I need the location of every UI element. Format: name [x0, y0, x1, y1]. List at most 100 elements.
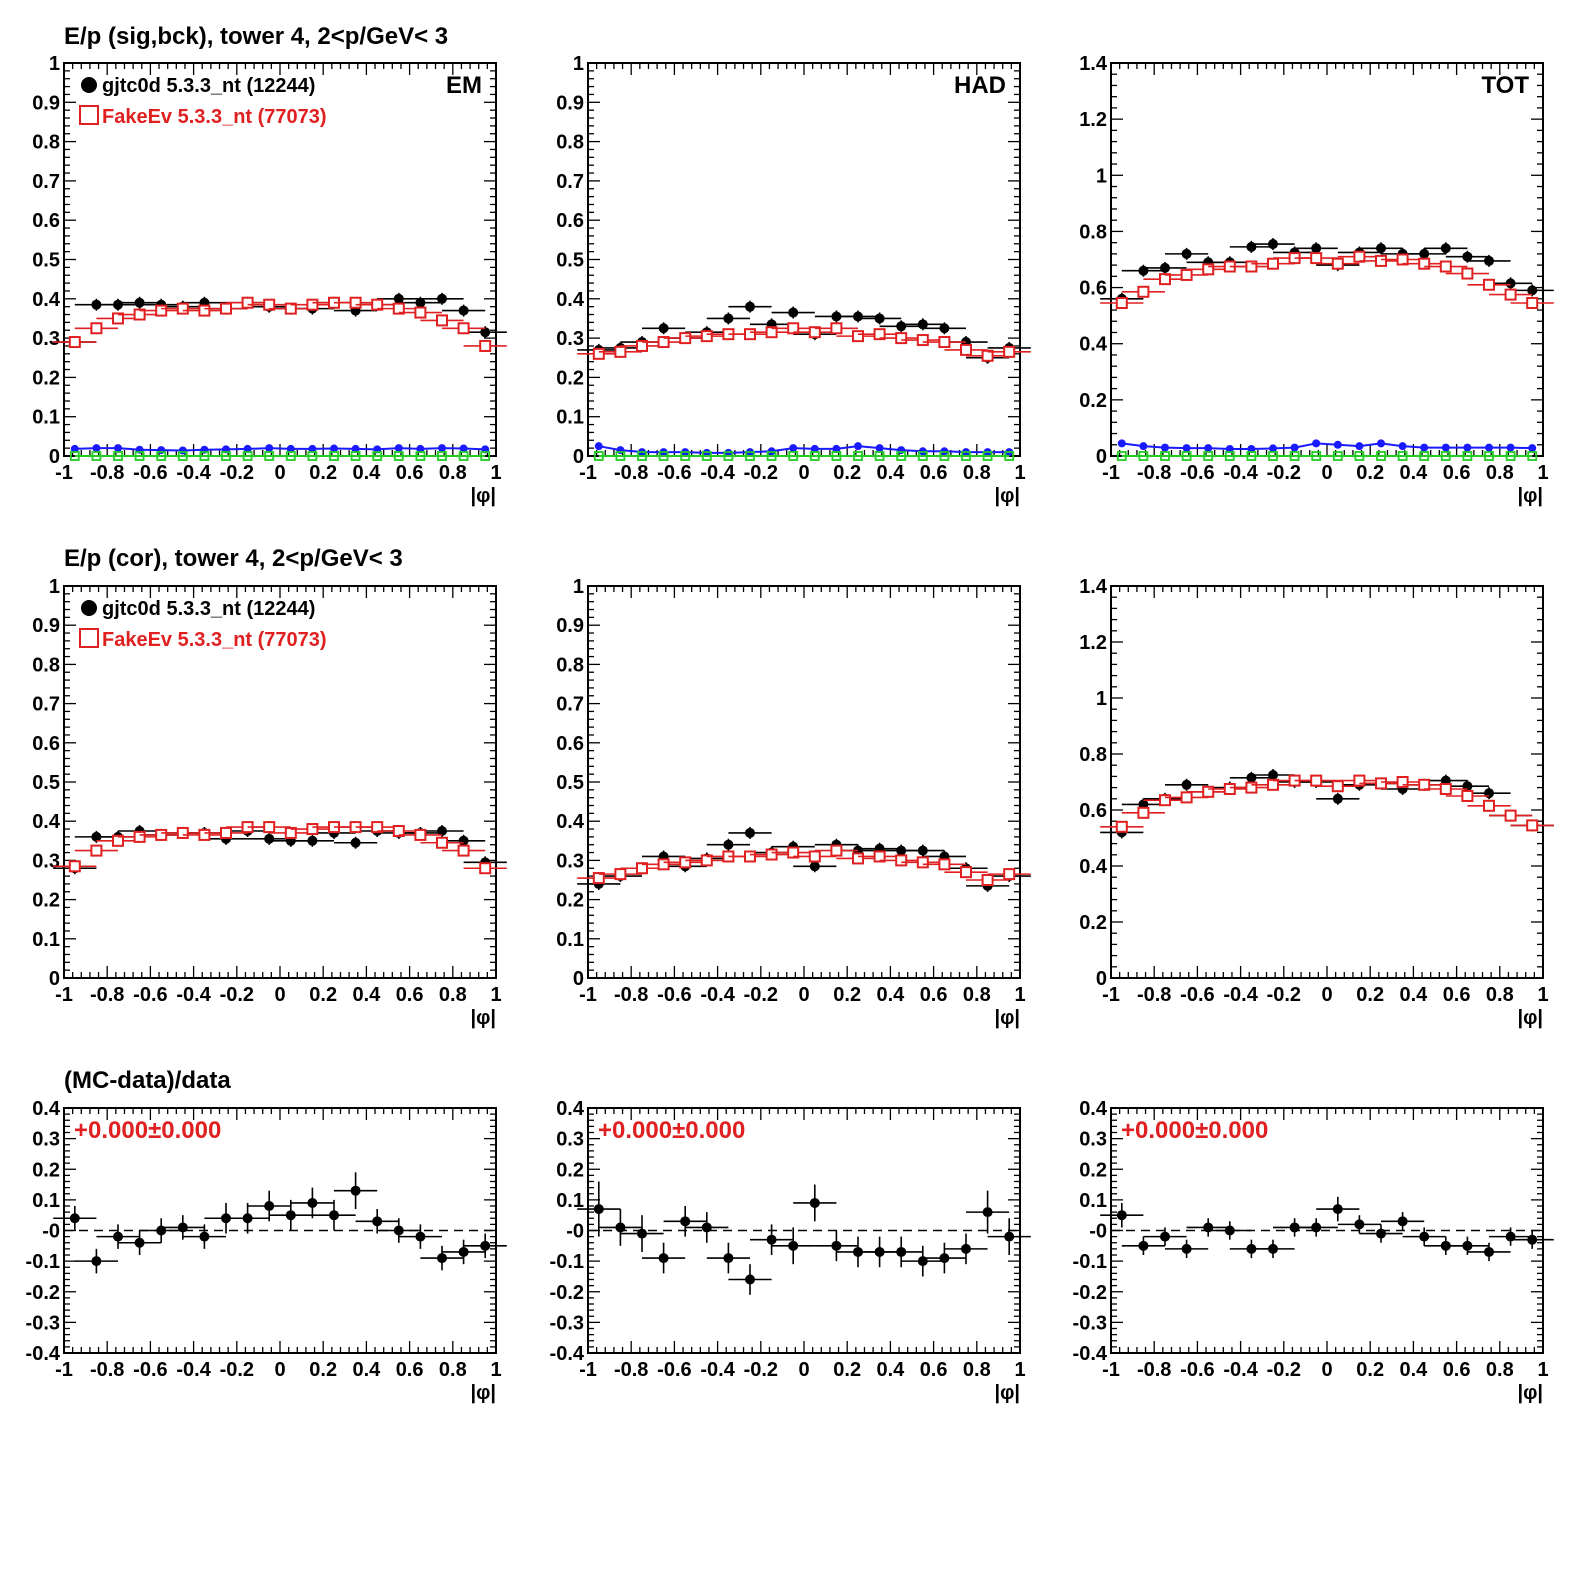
data-point	[437, 826, 447, 836]
panel-corner-label: HAD	[954, 72, 1006, 99]
data-point	[1181, 1243, 1192, 1254]
x-tick-label: -0.2	[744, 984, 778, 1006]
data-point	[330, 444, 338, 453]
y-tick-label: 0.6	[1079, 278, 1107, 300]
x-tick-label: 0.6	[920, 462, 948, 484]
data-point	[350, 837, 361, 848]
data-point	[1181, 248, 1192, 259]
data-point	[700, 330, 713, 343]
y-tick-label: -0.3	[26, 1312, 60, 1334]
data-point	[157, 446, 166, 455]
data-point	[830, 322, 843, 335]
x-tick-label: 0.6	[1443, 462, 1471, 484]
x-tick-label: 0.4	[876, 462, 905, 484]
data-point	[1377, 439, 1385, 448]
data-point	[1484, 255, 1494, 266]
data-point	[1504, 809, 1517, 822]
y-tick-label: 0	[49, 968, 60, 990]
row-title-sig-bck: E/p (sig,bck), tower 4, 2<p/GeV< 3	[64, 23, 448, 50]
data-point	[1526, 819, 1539, 832]
data-point	[1268, 239, 1278, 250]
data-point	[960, 866, 972, 879]
y-tick-label: 0.6	[32, 210, 60, 232]
x-tick-label: -0.4	[1223, 1359, 1258, 1381]
x-tick-label: 0.4	[1399, 462, 1428, 484]
data-point	[308, 444, 317, 453]
y-tick-label: 0.3	[1079, 1129, 1107, 1151]
data-point	[393, 293, 404, 304]
data-point	[438, 444, 446, 453]
y-tick-label: 0.4	[556, 289, 585, 311]
data-point	[306, 823, 319, 836]
x-tick-label: -0.6	[657, 1359, 691, 1381]
x-tick-label: -0.8	[614, 462, 648, 484]
data-point	[680, 451, 691, 461]
data-point	[1312, 439, 1321, 448]
data-point	[1375, 777, 1387, 790]
x-tick-label: -0.8	[90, 1359, 124, 1381]
y-tick-label: 0.9	[32, 92, 60, 114]
series-bck_mc	[1116, 451, 1538, 461]
x-axis-label: |φ|	[471, 485, 497, 507]
data-point	[241, 296, 254, 309]
data-point	[134, 297, 145, 308]
x-tick-label: 0	[274, 1359, 285, 1381]
data-point	[658, 1253, 669, 1264]
data-point	[938, 858, 951, 871]
data-point	[1003, 345, 1016, 358]
x-tick-label: -0.6	[1180, 462, 1214, 484]
data-point	[614, 345, 627, 358]
data-point	[1439, 783, 1452, 795]
data-point	[701, 451, 712, 461]
data-point	[896, 1246, 907, 1257]
data-point	[436, 836, 448, 849]
data-point	[286, 444, 295, 453]
data-point	[458, 451, 469, 461]
data-point	[264, 833, 275, 844]
y-tick-label: 0.8	[1079, 744, 1107, 766]
data-point	[459, 444, 468, 453]
x-tick-label: -1	[55, 984, 73, 1006]
data-point	[896, 451, 907, 461]
x-tick-label: 0.2	[1356, 462, 1384, 484]
data-point	[1137, 806, 1150, 819]
y-tick-label: 0.8	[32, 132, 60, 154]
data-point	[285, 451, 296, 461]
data-point	[1268, 770, 1278, 780]
data-point	[788, 1240, 799, 1251]
data-point	[263, 298, 276, 311]
data-point	[1376, 243, 1386, 254]
data-point	[414, 828, 427, 841]
y-tick-label: -0	[1089, 1221, 1107, 1243]
x-tick-label: -0.6	[133, 984, 167, 1006]
x-axis-label: |φ|	[1518, 485, 1544, 507]
data-point	[1180, 268, 1193, 281]
data-point	[329, 1210, 339, 1221]
data-point	[1332, 1204, 1343, 1215]
data-point	[615, 1222, 626, 1233]
data-point	[1461, 790, 1474, 802]
data-point	[437, 293, 447, 304]
x-tick-label: -1	[579, 1359, 597, 1381]
x-tick-label: 0.6	[920, 984, 948, 1006]
x-tick-label: 0.4	[352, 462, 381, 484]
data-point	[939, 1253, 950, 1264]
data-point	[658, 323, 669, 334]
chart-panel-0: -1 -0.8 -0.6 -0.4 -0.2 0 0.2 0.4 0.6 0.8 1|φ|00.10…	[32, 53, 507, 507]
data-point	[1246, 451, 1257, 461]
x-tick-label: 0.8	[439, 1359, 467, 1381]
y-tick-label: 0.1	[556, 407, 584, 429]
series-mc	[53, 821, 507, 875]
y-tick-label: 1.4	[1079, 53, 1108, 75]
x-tick-label: 0.8	[1486, 1359, 1514, 1381]
data-point	[745, 827, 755, 838]
x-tick-label: 0.4	[352, 1359, 381, 1381]
data-point	[242, 451, 253, 461]
data-point	[1160, 451, 1170, 461]
x-tick-label: 1	[1537, 984, 1548, 1006]
y-tick-label: 0.3	[32, 1129, 60, 1151]
y-tick-label: 0	[1096, 968, 1107, 990]
data-point	[91, 451, 102, 461]
y-tick-label: 0.2	[32, 1159, 60, 1181]
series-ratio	[53, 1172, 507, 1274]
